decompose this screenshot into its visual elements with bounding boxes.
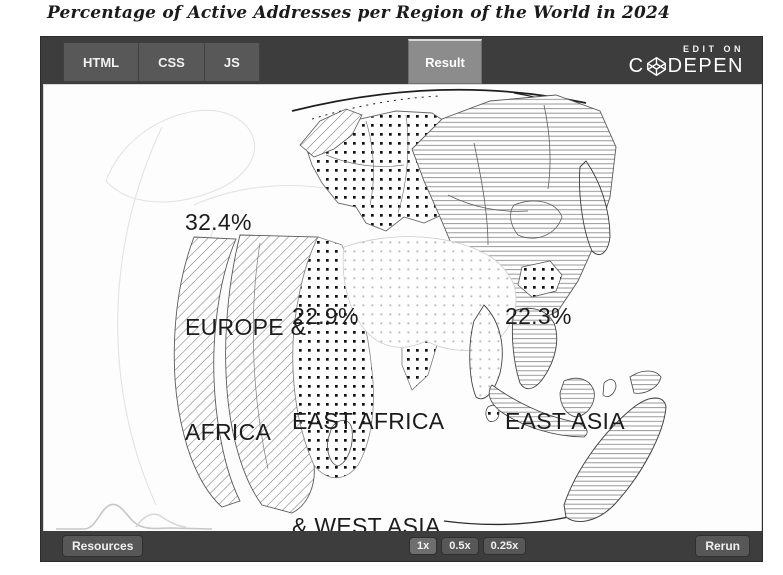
result-pane: 32.4% EUROPE & AFRICA 22.9% EAST AFRICA … (43, 84, 762, 533)
editor-tab-group: HTML CSS JS (63, 42, 260, 82)
edit-on-label: EDIT ON (682, 44, 744, 54)
rerun-button[interactable]: Rerun (695, 535, 750, 557)
codepen-logo-text-pre: C (628, 55, 645, 77)
borders-asia (447, 104, 563, 246)
codepen-logo: C DEPEN (629, 55, 744, 78)
resources-button[interactable]: Resources (62, 535, 144, 557)
page-title: Percentage of Active Addresses per Regio… (47, 3, 671, 23)
region-scandinavia (299, 108, 363, 158)
tab-js[interactable]: JS (204, 42, 260, 82)
embed-header: HTML CSS JS Result EDIT ON C DEPEN (41, 37, 762, 84)
border-west-africa (252, 242, 269, 470)
codepen-logo-text-post: DEPEN (667, 55, 744, 77)
codepen-cube-icon (646, 57, 666, 76)
speed-0-25x-button[interactable]: 0.25x (482, 537, 527, 555)
speed-1x-button[interactable]: 1x (409, 537, 438, 555)
region-india (469, 304, 503, 400)
tab-html[interactable]: HTML (63, 42, 140, 82)
sparkline-decoration (56, 503, 213, 530)
embed-footer: Resources 1x 0.5x 0.25x Rerun (41, 531, 762, 561)
region-indochina (511, 307, 558, 390)
speed-0-5x-button[interactable]: 0.5x (441, 537, 479, 555)
tab-result[interactable]: Result (408, 39, 482, 84)
region-japan (579, 160, 611, 255)
region-australia (563, 397, 667, 522)
edit-on-codepen-link[interactable]: EDIT ON C DEPEN (629, 44, 744, 78)
region-himalaya-patch (517, 260, 563, 298)
playback-speed-group: 1x 0.5x 0.25x (409, 537, 527, 555)
region-south-america (173, 236, 241, 508)
tab-css[interactable]: CSS (139, 42, 205, 82)
codepen-embed: HTML CSS JS Result EDIT ON C DEPEN (40, 36, 763, 562)
region-madagascar (327, 420, 353, 467)
region-indonesia (488, 370, 662, 438)
world-map (56, 88, 667, 530)
borders-europe (325, 114, 409, 214)
